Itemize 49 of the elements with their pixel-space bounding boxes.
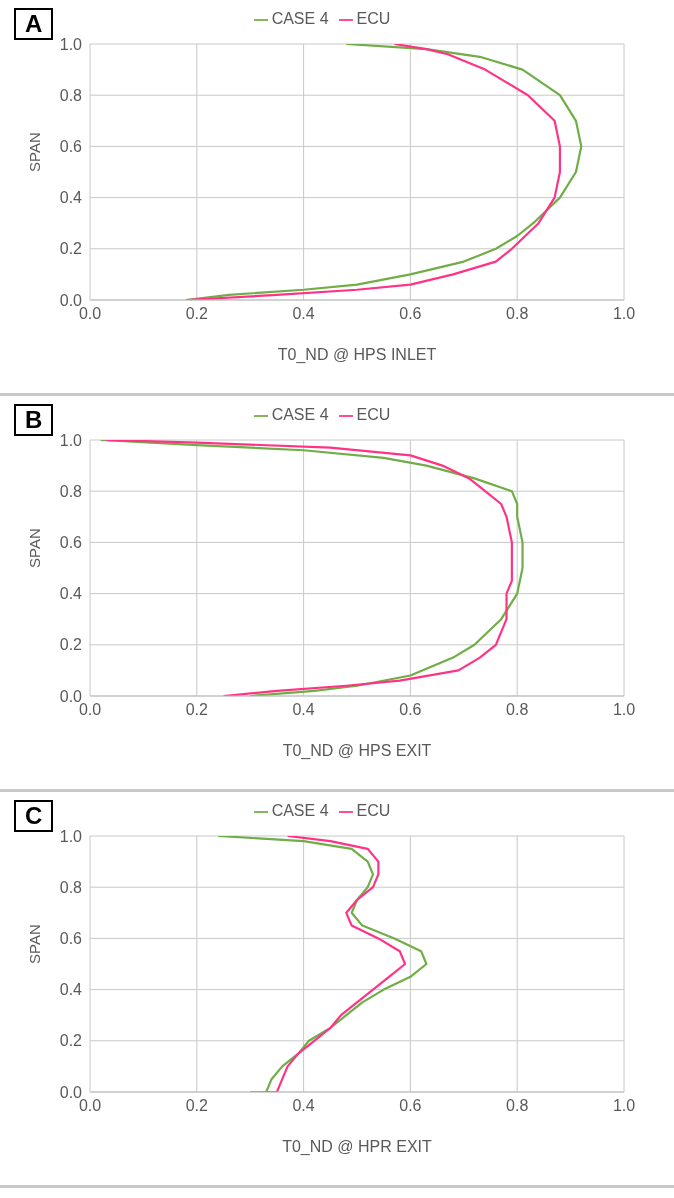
x-tick-label: 0.4: [292, 305, 315, 323]
line-series: [217, 836, 428, 1092]
x-tick-label: 1.0: [612, 701, 636, 719]
x-axis-title: T0_ND @ HPS EXIT: [282, 742, 432, 760]
x-tick-label: 1.0: [612, 1097, 636, 1115]
y-tick-label: 1.0: [59, 827, 83, 845]
text: B: [14, 404, 54, 436]
x-tick-label: 0.8: [506, 305, 529, 323]
x-tick-label: 0.6: [399, 305, 422, 323]
legend-label: ECU: [356, 802, 391, 819]
text: C: [14, 800, 54, 832]
y-tick-label: 0.8: [59, 878, 83, 896]
y-tick-label: 0.4: [59, 189, 83, 207]
x-tick-label: 0.2: [185, 701, 209, 719]
y-tick-label: 0.2: [59, 1032, 83, 1050]
y-tick-label: 0.8: [59, 86, 83, 104]
x-tick-label: 0.0: [78, 1097, 102, 1115]
y-axis-title: SPAN: [26, 132, 44, 172]
y-tick-label: 0.4: [59, 585, 83, 603]
legend-label: ECU: [356, 10, 391, 27]
legend-label: CASE 4: [271, 10, 329, 27]
y-tick-label: 0.4: [59, 981, 83, 999]
x-tick-label: 0.4: [292, 1097, 315, 1115]
x-tick-label: 0.6: [399, 701, 422, 719]
x-tick-label: 1.0: [612, 305, 636, 323]
y-tick-label: 0.6: [59, 534, 83, 552]
y-axis-title: SPAN: [26, 924, 44, 964]
y-tick-label: 0.6: [59, 138, 83, 156]
x-axis-title: T0_ND @ HPR EXIT: [282, 1138, 433, 1156]
x-tick-label: 0.8: [506, 1097, 529, 1115]
legend-label: CASE 4: [271, 406, 329, 423]
x-tick-label: 0.4: [292, 701, 315, 719]
y-tick-label: 0.2: [59, 240, 83, 258]
x-tick-label: 0.2: [185, 305, 209, 323]
legend-label: ECU: [356, 406, 391, 423]
x-tick-label: 0.0: [78, 701, 102, 719]
y-tick-label: 0.2: [59, 636, 83, 654]
x-tick-label: 0.6: [399, 1097, 422, 1115]
y-tick-label: 0.6: [59, 930, 83, 948]
y-axis-title: SPAN: [26, 528, 44, 568]
y-tick-label: 0.8: [59, 482, 83, 500]
x-tick-label: 0.0: [78, 305, 102, 323]
y-tick-label: 1.0: [59, 35, 83, 53]
x-axis-title: T0_ND @ HPS INLET: [277, 346, 437, 364]
x-tick-label: 0.2: [185, 1097, 209, 1115]
text: A: [14, 8, 54, 40]
y-tick-label: 1.0: [59, 431, 83, 449]
legend-label: CASE 4: [271, 802, 329, 819]
x-tick-label: 0.8: [506, 701, 529, 719]
